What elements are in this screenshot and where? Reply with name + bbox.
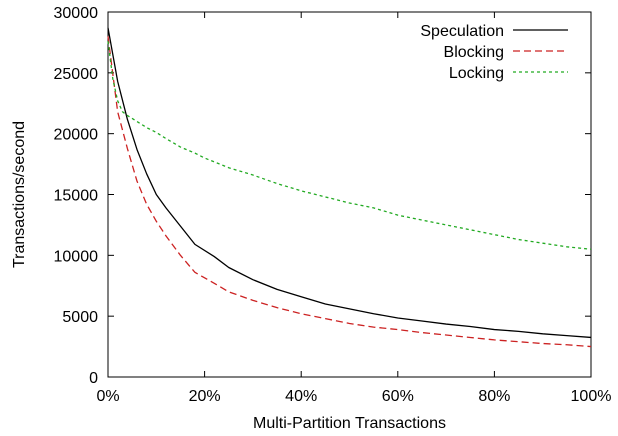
y-tick-label: 0 [89, 370, 98, 387]
x-tick-label: 0% [96, 388, 119, 405]
series-layer [107, 27, 592, 348]
y-tick-label: 10000 [54, 248, 99, 265]
y-tick-label: 25000 [54, 66, 99, 83]
y-tick-label: 30000 [54, 5, 99, 22]
x-axis-label: Multi-Partition Transactions [253, 415, 446, 432]
legend: Speculation Blocking Locking [420, 23, 568, 82]
y-tick-label: 5000 [62, 309, 98, 326]
series-line-speculation [107, 27, 592, 339]
legend-label-blocking: Blocking [444, 44, 504, 61]
x-tick-label: 60% [382, 388, 414, 405]
y-axis-label: Transactions/second [11, 121, 28, 268]
legend-label-locking: Locking [449, 65, 504, 82]
y-tick-label: 15000 [54, 188, 99, 205]
ticks-layer: 0% 20% 40% 60% 80% 100% 0 5000 10000 15000 20000 25… [54, 5, 612, 405]
x-tick-label: 100% [571, 388, 612, 405]
x-tick-label: 40% [285, 388, 317, 405]
x-tick-label: 20% [189, 388, 221, 405]
x-tick-label: 80% [478, 388, 510, 405]
series-line-locking [107, 41, 592, 250]
series-line-blocking [107, 36, 592, 348]
y-tick-label: 20000 [54, 127, 99, 144]
legend-label-speculation: Speculation [420, 23, 504, 40]
